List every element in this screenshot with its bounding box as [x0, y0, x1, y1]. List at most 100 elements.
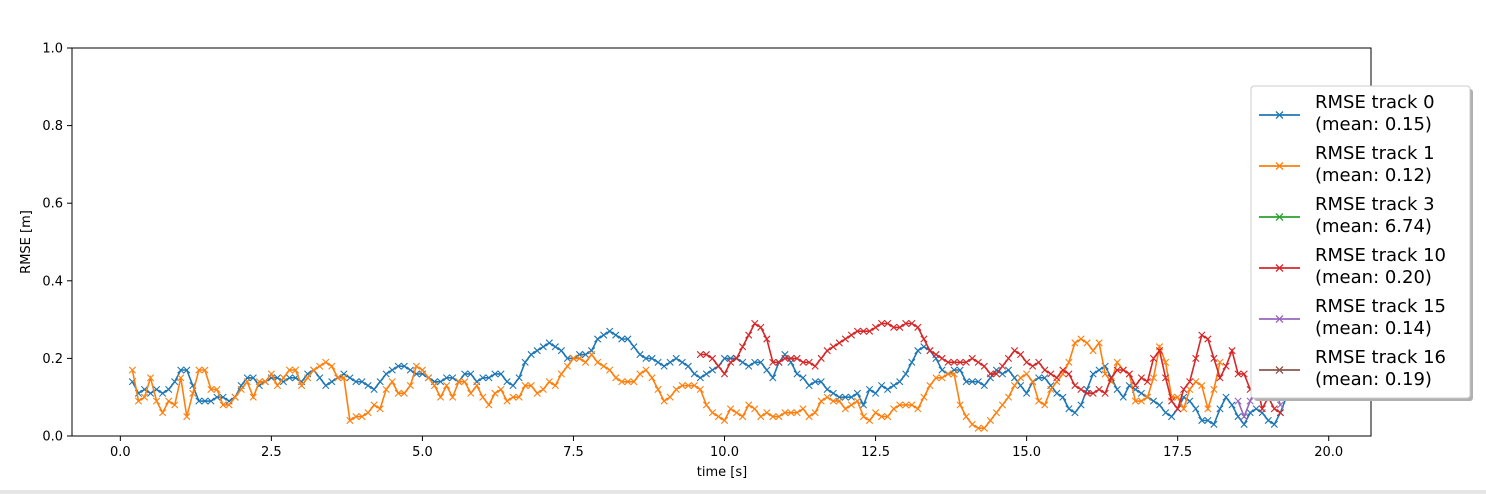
data-point — [1065, 370, 1073, 378]
data-point — [1035, 397, 1043, 405]
data-point — [328, 378, 336, 386]
data-point — [352, 378, 360, 386]
data-point — [581, 358, 590, 366]
data-point — [696, 374, 704, 382]
legend-series-name: RMSE track 1 — [1315, 143, 1435, 164]
data-point — [739, 358, 747, 366]
data-point — [1198, 331, 1206, 339]
data-point — [1246, 409, 1254, 417]
data-point — [986, 416, 994, 425]
data-point — [805, 381, 813, 390]
data-point — [884, 319, 892, 328]
legend-entry: RMSE track 1(mean: 0.12) — [1259, 143, 1435, 186]
data-point — [1131, 381, 1139, 390]
data-point — [1149, 354, 1158, 362]
data-point — [696, 385, 704, 394]
data-point — [745, 362, 753, 370]
data-point — [533, 347, 541, 355]
data-point — [195, 397, 203, 405]
data-point — [1053, 374, 1061, 382]
legend-handle-marker — [1275, 111, 1284, 119]
y-tick-label: 0.8 — [42, 119, 63, 134]
data-point — [1016, 381, 1025, 390]
data-point — [1041, 374, 1049, 382]
data-point — [878, 413, 886, 421]
data-point — [871, 323, 880, 331]
x-axis-label: time [s] — [697, 465, 747, 480]
data-point — [660, 362, 668, 370]
data-point — [757, 358, 765, 366]
data-point — [1234, 397, 1242, 405]
data-point — [1083, 389, 1091, 397]
data-point — [1041, 401, 1049, 409]
data-point — [926, 347, 934, 355]
data-point — [968, 420, 976, 428]
data-point — [1143, 393, 1152, 401]
data-point — [1010, 347, 1019, 355]
data-point — [352, 413, 360, 421]
data-point — [992, 409, 1000, 417]
data-point — [799, 374, 807, 382]
data-point — [382, 385, 390, 394]
data-point — [793, 409, 801, 417]
data-point — [829, 389, 837, 397]
legend-series-mean: (mean: 0.14) — [1315, 318, 1432, 339]
data-point — [545, 378, 553, 386]
data-point — [1240, 370, 1248, 378]
data-point — [231, 393, 239, 401]
data-point — [134, 397, 143, 405]
data-point — [817, 397, 825, 405]
data-point — [835, 339, 843, 347]
data-point — [1198, 381, 1206, 390]
data-point — [720, 354, 729, 362]
data-point — [152, 397, 161, 405]
data-point — [273, 381, 282, 390]
data-point — [400, 362, 408, 370]
legend-series-name: RMSE track 3 — [1315, 194, 1435, 215]
data-point — [1077, 385, 1085, 394]
data-point — [1113, 358, 1121, 366]
data-point — [1161, 374, 1170, 382]
data-point — [769, 413, 777, 421]
data-point — [588, 350, 596, 359]
data-point — [859, 413, 868, 421]
data-point — [1192, 405, 1200, 413]
data-point — [1234, 370, 1242, 378]
data-point — [932, 350, 940, 359]
data-point — [817, 354, 825, 362]
legend-series-name: RMSE track 15 — [1315, 296, 1446, 317]
data-point — [1023, 358, 1031, 366]
data-point — [702, 401, 710, 409]
data-point — [1065, 358, 1073, 366]
x-tick-label: 5.0 — [412, 445, 433, 460]
data-point — [461, 370, 469, 378]
data-point — [436, 378, 445, 386]
data-point — [1198, 416, 1206, 425]
legend-series-mean: (mean: 0.12) — [1315, 165, 1432, 186]
data-point — [859, 401, 868, 409]
x-tick-label: 15.0 — [1012, 445, 1041, 460]
data-point — [757, 413, 765, 421]
data-point — [1204, 416, 1212, 425]
data-point — [165, 385, 173, 394]
data-point — [1192, 354, 1200, 362]
data-point — [1228, 347, 1236, 355]
data-point — [1004, 354, 1013, 362]
data-point — [896, 323, 904, 331]
data-point — [853, 397, 862, 405]
data-point — [467, 370, 475, 378]
data-point — [944, 370, 952, 378]
data-point — [980, 424, 988, 432]
data-point — [1174, 405, 1182, 413]
data-point — [823, 347, 831, 355]
data-point — [1240, 413, 1248, 421]
data-point — [443, 381, 451, 390]
data-point — [853, 389, 862, 397]
data-point — [207, 397, 215, 405]
data-point — [364, 409, 372, 417]
data-point — [1119, 393, 1127, 401]
data-point — [950, 370, 958, 378]
x-tick-label: 10.0 — [710, 445, 739, 460]
data-point — [775, 413, 783, 421]
data-point — [1119, 366, 1127, 374]
